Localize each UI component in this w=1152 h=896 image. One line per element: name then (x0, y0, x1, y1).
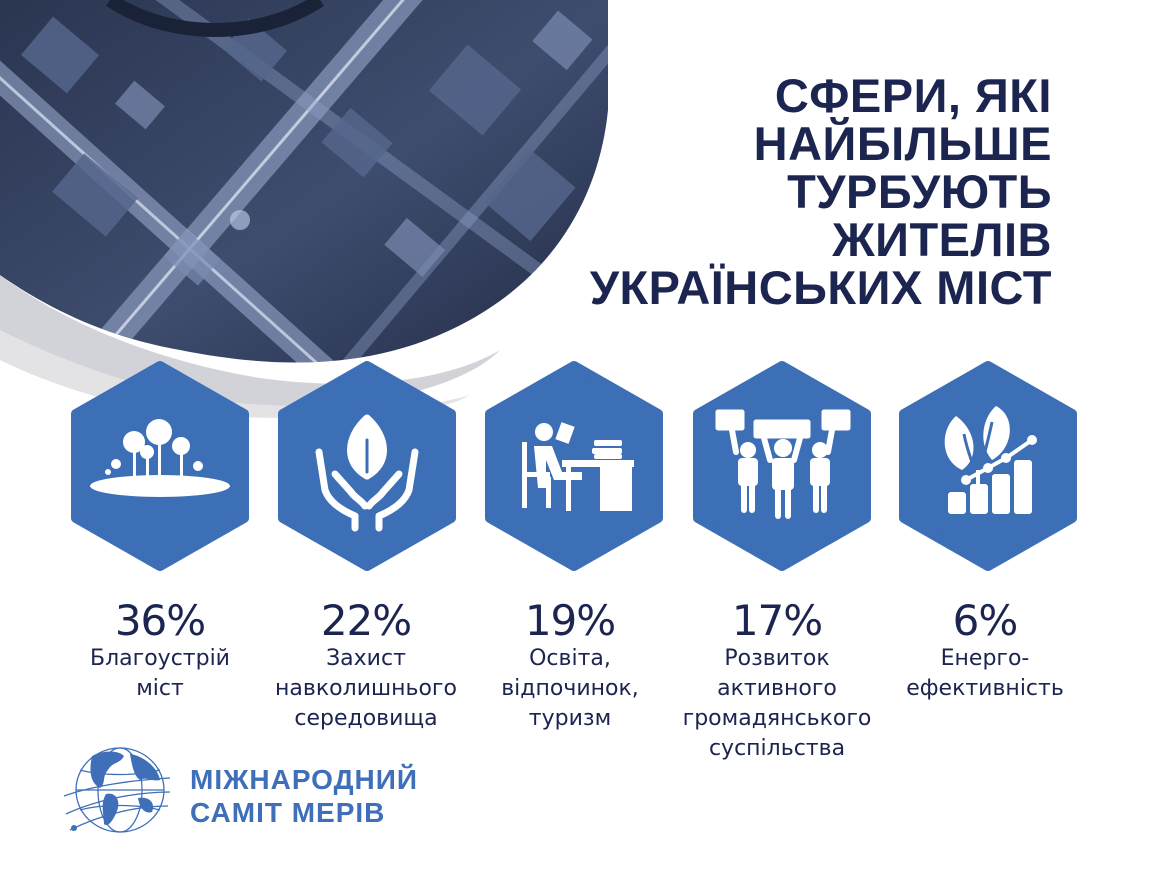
title-line: ЖИТЕЛІВ (832, 213, 1052, 266)
stat-label-line: Благоустрій (90, 646, 230, 671)
brand-name: МІЖНАРОДНИЙ САМІТ МЕРІВ (190, 763, 418, 829)
title-line: УКРАЇНСЬКИХ МІСТ (589, 261, 1052, 314)
stat-label-line: ефективність (906, 676, 1064, 701)
stat-label-line: туризм (528, 706, 612, 731)
globe-logo-icon (63, 747, 171, 833)
stat-improvement: 36% Благоустрій міст (60, 598, 260, 704)
stat-label-line: Освіта, (529, 646, 611, 671)
plant-growth-chart-icon (944, 406, 1037, 514)
hex-education (482, 360, 666, 572)
stat-label: Розвиток активного громадянського суспіл… (677, 644, 877, 764)
brand-name-line: МІЖНАРОДНИЙ (190, 764, 418, 795)
protesters-signs-icon (715, 409, 851, 519)
stat-label-line: Захист (326, 646, 406, 671)
city-aerial-photo (0, 0, 608, 418)
stat-label-line: суспільства (708, 736, 846, 761)
stat-civil-society: 17% Розвиток активного громадянського су… (677, 598, 877, 764)
stat-label: Енерго- ефективність (885, 644, 1085, 704)
hex-park (68, 360, 252, 572)
hex-environment (275, 360, 459, 572)
stat-label: Благоустрій міст (60, 644, 260, 704)
stat-label-line: навколишнього (275, 676, 457, 701)
brand-name-line: САМІТ МЕРІВ (190, 797, 386, 828)
stat-percent: 22% (320, 596, 412, 645)
stat-education: 19% Освіта, відпочинок, туризм (470, 598, 670, 734)
title-line: ТУРБУЮТЬ (787, 165, 1052, 218)
person-desk-reading-icon (522, 422, 634, 511)
stat-label-line: Енерго- (940, 646, 1030, 671)
title-line: НАЙБІЛЬШЕ (753, 117, 1052, 170)
stat-label-line: відпочинок, (501, 676, 639, 701)
hex-energy (896, 360, 1080, 572)
stat-percent: 17% (731, 596, 823, 645)
stat-label: Освіта, відпочинок, туризм (470, 644, 670, 734)
stat-percent: 6% (952, 596, 1019, 645)
stat-energy: 6% Енерго- ефективність (885, 598, 1085, 704)
stat-label-line: громадянського (682, 706, 872, 731)
stat-environment: 22% Захист навколишнього середовища (266, 598, 466, 734)
stat-label-line: середовища (294, 706, 438, 731)
park-trees-icon (90, 419, 230, 497)
stat-percent: 19% (524, 596, 616, 645)
title-line: СФЕРИ, ЯКІ (774, 69, 1052, 122)
page-title: СФЕРИ, ЯКІ НАЙБІЛЬШЕ ТУРБУЮТЬ ЖИТЕЛІВ УК… (532, 72, 1052, 312)
stat-label: Захист навколишнього середовища (266, 644, 466, 734)
stat-label-line: Розвиток (724, 646, 830, 671)
stat-label-line: активного (717, 676, 837, 701)
hands-leaf-icon (315, 414, 419, 532)
hex-civil-society (690, 360, 874, 572)
stat-percent: 36% (114, 596, 206, 645)
stat-label-line: міст (136, 676, 184, 701)
